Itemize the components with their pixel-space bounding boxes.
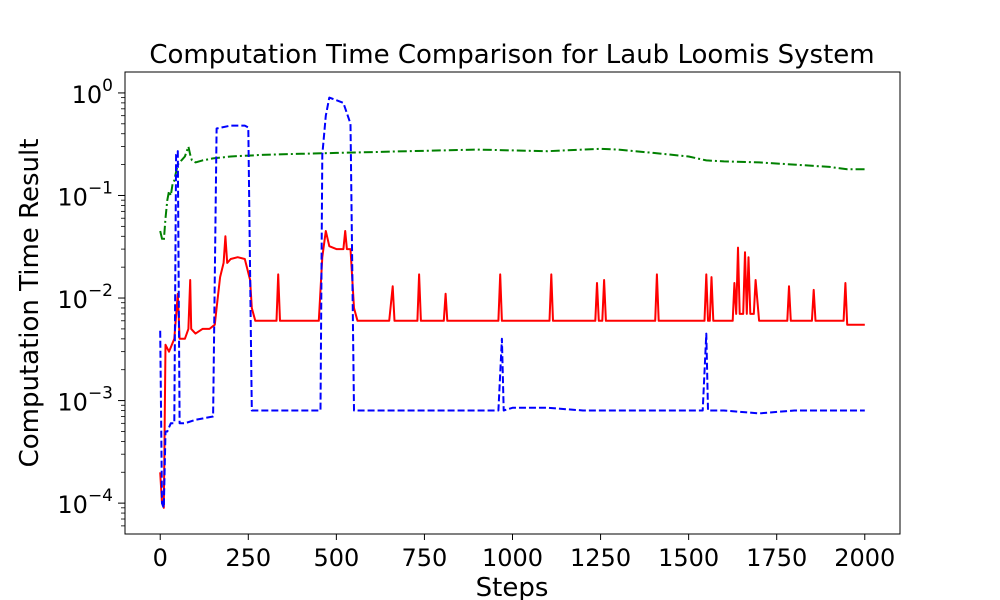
x-tick-label: 0 xyxy=(153,544,168,572)
y-tick-label: 100 xyxy=(72,76,113,109)
x-tick-label: 1000 xyxy=(482,544,543,572)
y-tick-label: 10−1 xyxy=(57,178,113,211)
y-axis-label: Computation Time Result xyxy=(15,139,45,468)
x-tick-label: 2000 xyxy=(834,544,895,572)
x-tick-label: 1250 xyxy=(570,544,631,572)
series-line-3 xyxy=(159,96,865,509)
x-tick-label: 750 xyxy=(402,544,448,572)
x-axis-label: Steps xyxy=(476,573,549,600)
chart-title: Computation Time Comparison for Laub Loo… xyxy=(149,40,874,70)
y-tick-label: 10−3 xyxy=(57,384,113,417)
x-tick-label: 500 xyxy=(313,544,359,572)
series-layer xyxy=(159,96,865,509)
series-line-1 xyxy=(159,145,865,242)
y-tick-label: 10−2 xyxy=(57,281,113,314)
y-tick-label: 10−4 xyxy=(57,486,113,519)
y-axis: 10−4 10−3 10−2 10−1 100 xyxy=(57,76,125,527)
x-axis: 0 250 500 750 1000 1250 1500 1750 2000 xyxy=(153,534,895,572)
x-tick-label: 250 xyxy=(225,544,271,572)
x-tick-label: 1500 xyxy=(658,544,719,572)
x-tick-label: 1750 xyxy=(746,544,807,572)
series-line-2 xyxy=(159,230,865,509)
